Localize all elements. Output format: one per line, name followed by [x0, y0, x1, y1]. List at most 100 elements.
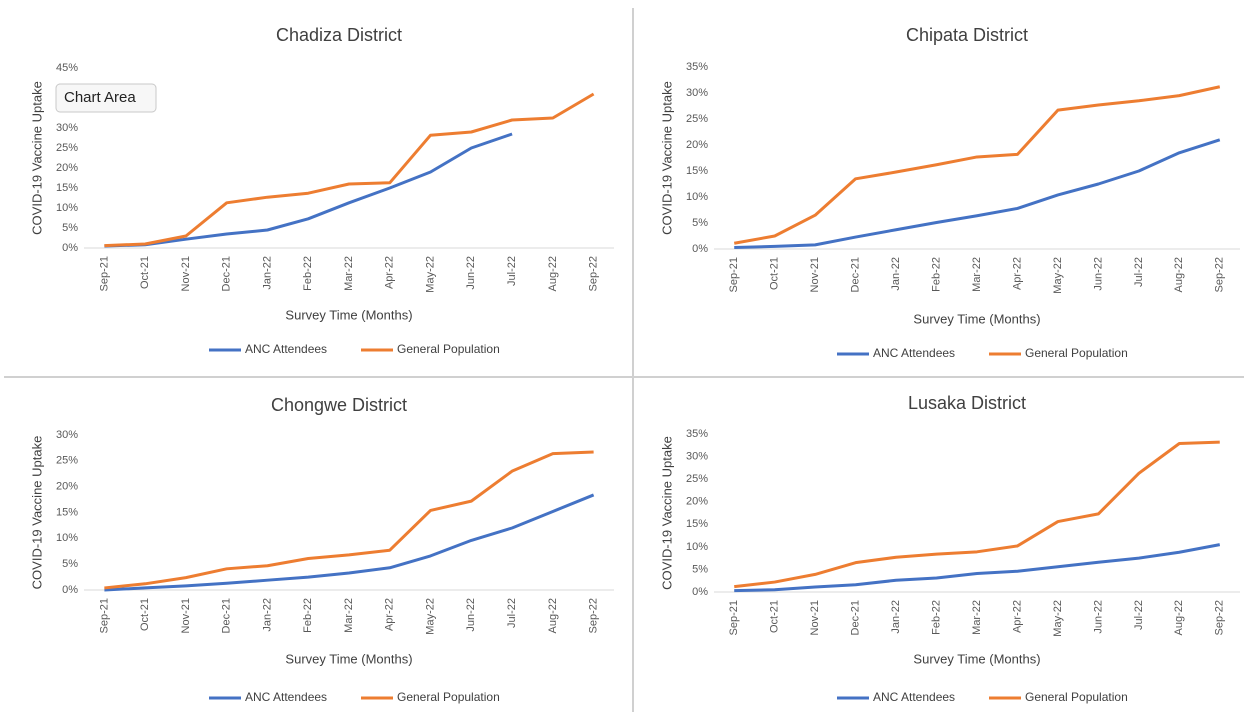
x-tick-label: May-22 — [1052, 600, 1064, 637]
x-tick-label: Mar-22 — [971, 600, 983, 635]
y-tick-label: 25% — [56, 455, 78, 467]
y-tick-label: 25% — [686, 473, 708, 485]
y-tick-label: 15% — [56, 506, 78, 518]
x-axis-title: Survey Time (Months) — [285, 307, 412, 322]
x-tick-label: Sep-21 — [98, 256, 110, 291]
x-tick-label: Dec-21 — [850, 257, 862, 292]
x-tick-label: Aug-22 — [547, 256, 559, 291]
x-tick-label: Apr-22 — [1011, 257, 1023, 290]
y-tick-label: 5% — [692, 563, 708, 575]
x-tick-label: Nov-21 — [180, 598, 192, 633]
x-tick-label: Sep-22 — [588, 598, 600, 633]
x-axis-title: Survey Time (Months) — [285, 651, 412, 666]
x-tick-label: Aug-22 — [1173, 257, 1185, 292]
series-line — [734, 440, 1220, 589]
series-line — [104, 493, 595, 592]
y-tick-label: 35% — [686, 428, 708, 440]
legend-label: ANC Attendees — [873, 346, 955, 360]
y-tick-label: 5% — [62, 558, 78, 570]
y-axis-title: COVID-19 Vaccine Uptake — [659, 436, 674, 590]
y-axis-title: COVID-19 Vaccine Uptake — [29, 81, 44, 235]
x-tick-label: Jan-22 — [261, 598, 273, 632]
x-axis-title: Survey Time (Months) — [913, 311, 1040, 326]
y-tick-label: 0% — [62, 584, 78, 596]
y-tick-label: 30% — [56, 429, 78, 441]
y-tick-label: 30% — [686, 87, 708, 99]
y-axis-title: COVID-19 Vaccine Uptake — [659, 81, 674, 235]
legend-label: ANC Attendees — [245, 342, 327, 356]
chart-panel: Chongwe District 0% 5% 10% 15% 20% 25% 30% Sep-2… — [29, 395, 614, 704]
x-tick-label: Jan-22 — [890, 600, 902, 634]
series-line — [104, 132, 513, 248]
x-tick-label: Feb-22 — [302, 598, 314, 633]
x-tick-label: Jun-22 — [1092, 257, 1104, 291]
y-tick-label: 5% — [62, 222, 78, 234]
x-tick-label: Sep-21 — [98, 598, 110, 633]
x-tick-label: Nov-21 — [809, 600, 821, 635]
series-line — [734, 138, 1221, 249]
y-axis-title: COVID-19 Vaccine Uptake — [29, 436, 44, 590]
x-tick-label: Feb-22 — [302, 256, 314, 291]
x-tick-label: Apr-22 — [1011, 600, 1023, 633]
y-tick-label: 25% — [56, 142, 78, 154]
x-tick-label: Sep-21 — [728, 600, 740, 635]
y-tick-label: 20% — [686, 139, 708, 151]
x-tick-label: Feb-22 — [930, 257, 942, 292]
x-tick-label: Jul-22 — [1133, 257, 1145, 287]
y-tick-label: 30% — [56, 122, 78, 134]
y-tick-label: 15% — [686, 518, 708, 530]
legend-label: General Population — [397, 342, 500, 356]
y-tick-label: 10% — [56, 202, 78, 214]
series-line — [733, 85, 1221, 245]
series-line — [104, 450, 594, 590]
x-tick-label: Jun-22 — [1092, 600, 1104, 634]
x-tick-label: Jun-22 — [465, 598, 477, 632]
legend-label: ANC Attendees — [873, 690, 955, 704]
y-tick-label: 0% — [692, 243, 708, 255]
y-tick-label: 10% — [56, 532, 78, 544]
y-tick-label: 20% — [686, 496, 708, 508]
legend-label: General Population — [1025, 690, 1128, 704]
legend-label: General Population — [397, 690, 500, 704]
x-tick-label: Aug-22 — [1173, 600, 1185, 635]
y-tick-label: 0% — [692, 586, 708, 598]
x-tick-label: Dec-21 — [221, 598, 233, 633]
x-tick-label: May-22 — [1052, 257, 1064, 294]
x-tick-label: Jul-22 — [506, 256, 518, 286]
x-tick-label: Oct-21 — [769, 257, 781, 290]
y-tick-label: 30% — [686, 450, 708, 462]
x-tick-label: Jun-22 — [465, 256, 477, 290]
legend-label: ANC Attendees — [245, 690, 327, 704]
y-tick-label: 20% — [56, 162, 78, 174]
y-tick-label: 10% — [686, 541, 708, 553]
chart-panel: Chadiza District0%5%10%15%20%25%30%35%40… — [29, 25, 614, 356]
series-line — [734, 543, 1221, 593]
chart-panel: Lusaka District 0% 5% 10% 15% 20% 25% 30% 35% Sep… — [659, 393, 1240, 704]
x-tick-label: Mar-22 — [343, 256, 355, 291]
x-tick-label: Dec-21 — [850, 600, 862, 635]
tooltip: Chart Area — [64, 89, 136, 106]
x-tick-label: Aug-22 — [547, 598, 559, 633]
y-tick-label: 15% — [686, 165, 708, 177]
x-tick-label: Jan-22 — [890, 257, 902, 291]
chart-panel: Chipata District 0% 5% 10% 15% 20% 25% 30% 35% Se… — [659, 25, 1240, 360]
y-tick-label: 0% — [62, 242, 78, 254]
x-tick-label: Mar-22 — [343, 598, 355, 633]
x-tick-label: Apr-22 — [384, 598, 396, 631]
x-tick-label: Dec-21 — [221, 256, 233, 291]
x-tick-label: May-22 — [424, 256, 436, 293]
y-tick-label: 10% — [686, 191, 708, 203]
x-tick-label: Oct-21 — [769, 600, 781, 633]
x-tick-label: Sep-21 — [728, 257, 740, 292]
y-tick-label: 25% — [686, 113, 708, 125]
y-tick-label: 5% — [692, 217, 708, 229]
y-tick-label: 35% — [686, 61, 708, 73]
legend-label: General Population — [1025, 346, 1128, 360]
y-tick-label: 45% — [56, 62, 78, 74]
x-tick-label: Nov-21 — [809, 257, 821, 292]
x-tick-label: Feb-22 — [930, 600, 942, 635]
series-line — [104, 92, 595, 248]
tooltip-box — [55, 83, 157, 113]
x-tick-label: May-22 — [424, 598, 436, 635]
